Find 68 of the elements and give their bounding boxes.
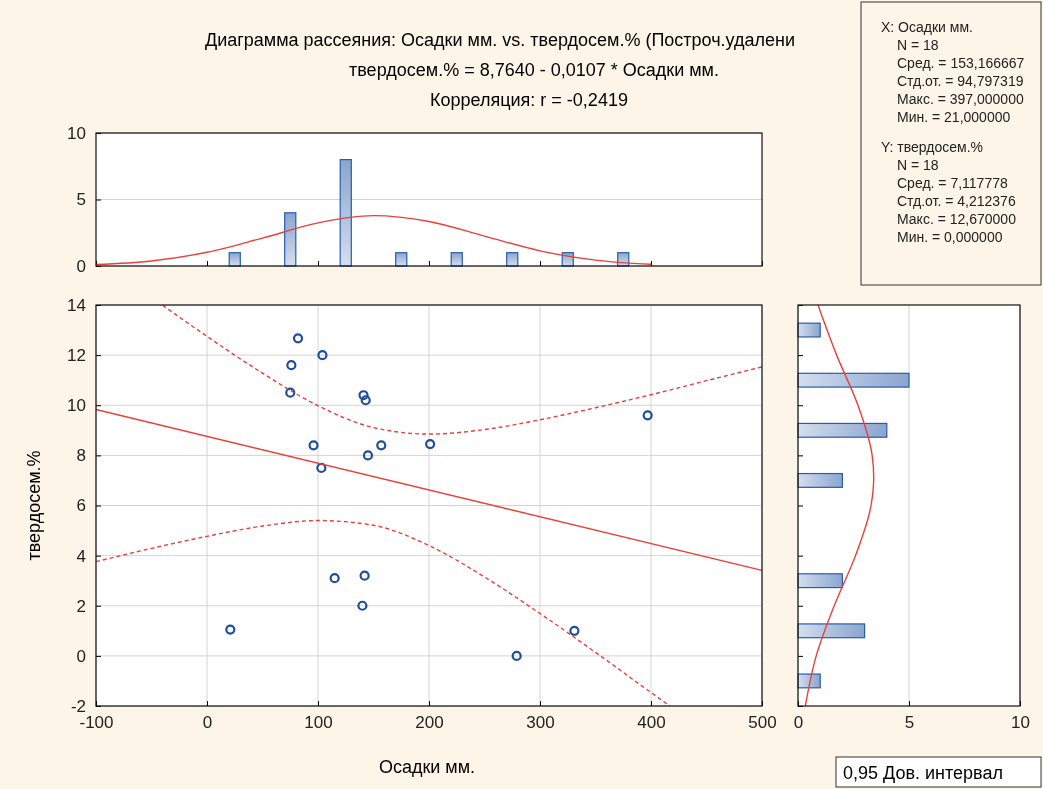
y-tick-label: 12 bbox=[67, 346, 86, 366]
y-tick-label: 14 bbox=[67, 295, 86, 315]
bar bbox=[797, 472, 843, 488]
text: Макс. = 397,000000 bbox=[897, 91, 1024, 107]
point bbox=[362, 450, 374, 461]
x-tick-label: -100 bbox=[79, 713, 114, 733]
text: Макс. = 12,670000 bbox=[897, 211, 1017, 227]
point bbox=[376, 440, 387, 451]
bar bbox=[797, 623, 866, 639]
text: 0,95 Дов. интервал bbox=[843, 763, 1003, 783]
point bbox=[425, 439, 436, 450]
text: Сред. = 7,117778 bbox=[897, 175, 1008, 191]
point bbox=[285, 387, 296, 398]
line-series bbox=[95, 214, 652, 266]
point bbox=[292, 333, 304, 344]
text: N = 18 bbox=[897, 157, 939, 173]
text: Стд.от. = 4,212376 bbox=[897, 193, 1016, 209]
text: X: Осадки мм. bbox=[881, 19, 973, 35]
y-tick-label: 6 bbox=[76, 496, 86, 516]
point bbox=[225, 624, 236, 635]
y-tick-label: 4 bbox=[76, 546, 86, 566]
point bbox=[317, 350, 328, 361]
y-tick-label: 0 bbox=[76, 256, 86, 276]
point bbox=[308, 440, 319, 451]
x-tick-label: 400 bbox=[637, 713, 666, 733]
point bbox=[286, 360, 297, 371]
text: Сред. = 153,166667 bbox=[897, 55, 1025, 71]
point bbox=[329, 573, 340, 584]
text: Мин. = 21,000000 bbox=[897, 109, 1011, 125]
text: Корреляция: r = -0,2419 bbox=[430, 90, 628, 110]
point bbox=[316, 462, 327, 474]
text: Диаграмма рассеяния: Осадки мм. vs. твердосем.% (Построч.удалени bbox=[204, 30, 796, 50]
text: Мин. = 0,000000 bbox=[897, 229, 1003, 245]
text: N = 18 bbox=[897, 37, 939, 53]
bar bbox=[797, 372, 910, 388]
y-tick-label: 10 bbox=[67, 123, 86, 143]
point bbox=[642, 410, 653, 421]
y-tick-label: 10 bbox=[67, 396, 86, 416]
bar bbox=[284, 212, 297, 267]
x-tick-label: 500 bbox=[748, 713, 777, 733]
x-tick-label: 0 bbox=[793, 713, 804, 733]
y-axis-title: твердосем.% bbox=[24, 450, 44, 561]
x-tick-label: 100 bbox=[304, 713, 333, 733]
x-axis-title: Осадки мм. bbox=[378, 757, 476, 777]
y-tick-label: 5 bbox=[76, 190, 86, 210]
point bbox=[360, 395, 371, 406]
bar bbox=[797, 573, 843, 589]
y-tick-label: 8 bbox=[76, 446, 86, 466]
bar bbox=[339, 159, 352, 267]
point bbox=[511, 650, 522, 661]
x-tick-label: 300 bbox=[526, 713, 555, 733]
x-tick-label: 10 bbox=[1011, 713, 1030, 733]
x-tick-label: 200 bbox=[415, 713, 444, 733]
x-tick-label: 5 bbox=[904, 713, 915, 733]
y-tick-label: 2 bbox=[76, 596, 86, 616]
point bbox=[357, 600, 368, 611]
y-tick-label: -2 bbox=[70, 696, 86, 716]
point bbox=[358, 390, 369, 401]
text: Стд.от. = 94,797319 bbox=[897, 73, 1024, 89]
bar bbox=[797, 322, 821, 338]
y-tick-label: 0 bbox=[76, 646, 86, 666]
x-tick-label: 0 bbox=[202, 713, 213, 733]
point bbox=[359, 570, 370, 581]
point bbox=[569, 625, 580, 636]
line-series bbox=[161, 304, 763, 435]
text: твердосем.% = 8,7640 - 0,0107 * Осадки мм. bbox=[349, 60, 719, 80]
text: Y: твердосем.% bbox=[881, 139, 983, 155]
bar bbox=[797, 422, 888, 438]
